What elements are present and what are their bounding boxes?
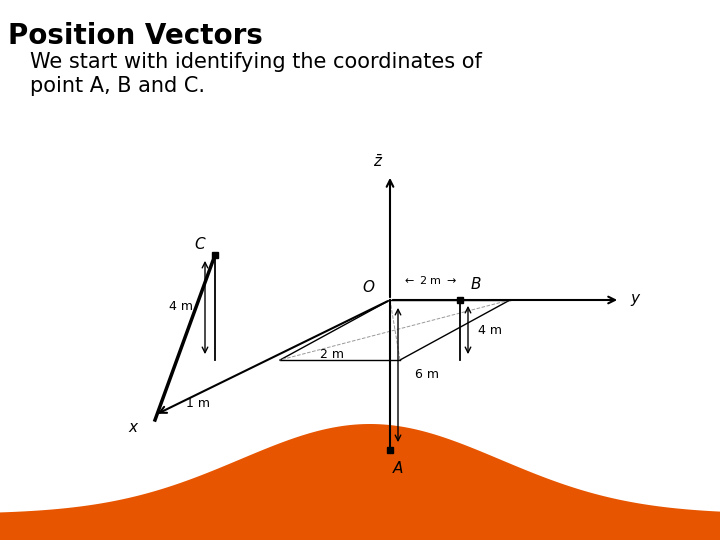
Polygon shape (0, 420, 720, 540)
Text: $A$: $A$ (392, 460, 404, 476)
Text: $\leftarrow$ 2 m $\rightarrow$: $\leftarrow$ 2 m $\rightarrow$ (402, 274, 457, 286)
Text: 6 m: 6 m (415, 368, 439, 381)
Text: $C$: $C$ (194, 236, 207, 252)
Text: $x$: $x$ (128, 420, 140, 435)
Text: 1 m: 1 m (186, 397, 210, 410)
Text: point A, B and C.: point A, B and C. (30, 76, 205, 96)
Polygon shape (0, 416, 720, 512)
Text: $y$: $y$ (630, 292, 642, 308)
Polygon shape (0, 465, 720, 540)
Text: $O$: $O$ (361, 279, 375, 295)
Text: $B$: $B$ (470, 276, 482, 292)
Text: Position Vectors: Position Vectors (8, 22, 263, 50)
Text: 4 m: 4 m (478, 323, 502, 336)
Text: 2 m: 2 m (320, 348, 344, 361)
Text: $\bar{z}$: $\bar{z}$ (373, 154, 383, 170)
Text: We start with identifying the coordinates of: We start with identifying the coordinate… (30, 52, 482, 72)
Text: 4 m: 4 m (169, 300, 193, 314)
